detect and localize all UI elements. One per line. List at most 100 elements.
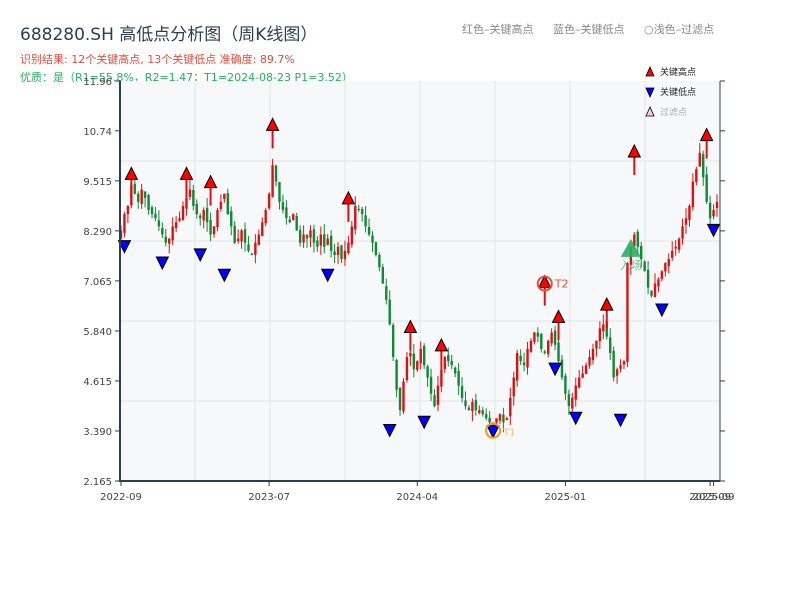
candle-body [626, 263, 629, 362]
candle-body [309, 230, 312, 238]
candle-body [557, 342, 560, 362]
key-low-marker-icon [548, 362, 562, 377]
candle-body [650, 290, 653, 296]
candle-body [281, 202, 285, 211]
candle-body [467, 407, 471, 411]
candle-body [409, 352, 412, 357]
candle-body [271, 165, 274, 197]
candle-body [154, 213, 157, 219]
candle-body [333, 251, 336, 255]
candle-body [236, 238, 240, 241]
candle-body [457, 370, 460, 386]
candle-body [171, 226, 174, 241]
candle-body [340, 245, 343, 260]
candle-body [288, 219, 292, 223]
candle-body [553, 330, 557, 345]
y-tick-label: 8.290 [83, 227, 112, 238]
candle-body [653, 283, 657, 298]
candle-body [498, 414, 502, 421]
key-low-marker-icon [486, 425, 500, 439]
legend-label: 关键高点 [660, 66, 696, 78]
candle-body [515, 352, 519, 381]
candle-body [695, 169, 698, 183]
candle-body [274, 165, 278, 182]
candle-body [305, 235, 309, 239]
candle-body [422, 346, 426, 366]
key-high-marker-icon [124, 166, 139, 180]
candle-body [460, 385, 464, 398]
y-tick-label: 9.515 [83, 177, 112, 188]
candle-body [705, 174, 708, 202]
candle-body [247, 244, 250, 251]
candle-body [581, 373, 584, 378]
key-low-marker-icon [568, 411, 583, 426]
candle-body [560, 359, 564, 378]
candle-body [312, 229, 316, 243]
candle-body [474, 400, 478, 411]
candle-body [495, 418, 498, 423]
candle-body [233, 225, 236, 243]
blue-legend-text: 蓝色–关键低点 [553, 23, 625, 36]
legend-low-icon [645, 87, 655, 98]
x-tick-label: 2025-01 [545, 492, 587, 503]
candle-body [529, 340, 533, 352]
candle-body [164, 236, 167, 243]
candle-body [464, 400, 467, 407]
candle-body [605, 321, 608, 337]
candle-body [602, 324, 605, 332]
candle-body [584, 365, 588, 375]
candle-body [192, 190, 195, 206]
candle-body [657, 279, 660, 287]
candle-body [429, 376, 433, 394]
candle-body [147, 194, 150, 211]
candle-body [715, 201, 719, 209]
candle-body [143, 191, 147, 198]
candle-body [577, 377, 581, 388]
candle-body [137, 193, 140, 202]
x-tick-label: 2025-09 [693, 492, 735, 503]
candle-body [443, 357, 447, 369]
x-tick-label: 2025-09 [689, 492, 731, 503]
candle-body [536, 332, 540, 337]
candle-body [219, 201, 223, 209]
candle-body [302, 234, 305, 243]
candle-body [450, 360, 453, 366]
y-tick-label: 4.615 [83, 377, 112, 388]
candle-body [533, 332, 536, 342]
candle-body [199, 215, 202, 219]
candle-body [540, 333, 543, 349]
candle-body [677, 238, 681, 250]
key-low-marker-icon [193, 248, 208, 262]
axes: 2.165 3.390 4.615 5.840 7.065 8.290 9.515 10.74… [83, 77, 734, 503]
candle-body [178, 218, 181, 221]
t2-label: T2 [554, 278, 569, 291]
candle-body [526, 348, 529, 368]
candle-body [612, 350, 615, 378]
candle-body [323, 234, 326, 247]
candle-body [278, 181, 281, 202]
y-tick-label: 3.390 [83, 427, 112, 438]
candle-body [571, 397, 574, 409]
key-low-marker-icon [217, 268, 232, 283]
candle-body [329, 235, 333, 251]
key-high-marker-icon [699, 127, 714, 142]
candle-body [636, 231, 639, 247]
key-high-marker-icon [179, 166, 194, 180]
candle-body [447, 355, 450, 362]
candle-body [708, 202, 712, 219]
candle-body [519, 355, 522, 362]
t1-label: T1 [502, 428, 515, 439]
color-legend-text: 红色–关键高点 蓝色–关键低点 ○浅色–过滤点 [462, 21, 714, 37]
y-tick-label: 2.165 [83, 477, 112, 488]
candle-body [188, 189, 192, 197]
candle-body [691, 181, 695, 208]
candle-body [326, 238, 329, 245]
key-high-marker-icon [265, 117, 280, 131]
y-tick-label: 5.840 [83, 327, 112, 338]
candle-body [416, 361, 419, 370]
candle-body [212, 226, 216, 235]
candle-body [181, 205, 185, 220]
candle-body [230, 211, 233, 227]
